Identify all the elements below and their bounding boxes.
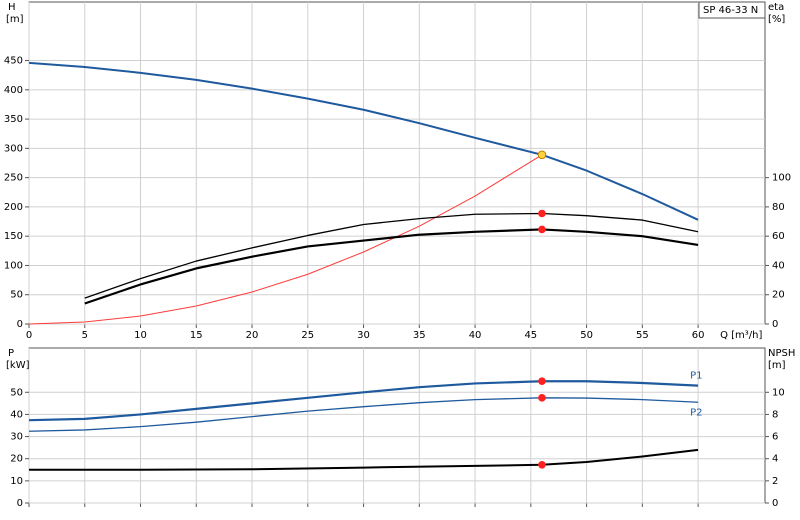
y-tick-label: 50 [10, 290, 23, 301]
curve [84, 212, 699, 299]
y2-tick-label: 0 [772, 498, 778, 509]
y2-tick-label: 6 [772, 432, 778, 443]
x-tick-label: 30 [357, 330, 370, 341]
y-tick-label: 450 [4, 56, 23, 67]
y2-tick-label: 2 [772, 476, 778, 487]
y2-tick-label: 0 [772, 319, 778, 330]
duty-point [538, 461, 546, 469]
y-tick-label: 250 [4, 173, 23, 184]
x-tick-label: 55 [636, 330, 649, 341]
y2-axis-unit: [m] [768, 360, 786, 371]
y-tick-label: 200 [4, 202, 23, 213]
curve [84, 228, 699, 305]
duty-point [537, 150, 547, 160]
plot-frame [28, 347, 766, 504]
duty-point [538, 394, 546, 402]
x-tick-label: 50 [580, 330, 593, 341]
y2-tick-label: 4 [772, 454, 778, 465]
x-tick-label: 0 [26, 330, 32, 341]
x-tick-label: 25 [301, 330, 314, 341]
curve-label: P2 [690, 407, 702, 418]
annotation-box [698, 1, 766, 19]
x-axis-label: Q [m³/h] [720, 330, 762, 341]
curve [28, 397, 699, 432]
y2-tick-label: 8 [772, 409, 778, 420]
y-tick-label: 40 [10, 409, 23, 420]
x-tick-label: 60 [692, 330, 705, 341]
x-tick-label: 10 [134, 330, 147, 341]
y-axis-label: P [8, 348, 14, 359]
y2-tick-label: 80 [772, 202, 785, 213]
y2-axis-label: eta [768, 2, 784, 13]
y-tick-label: 350 [4, 114, 23, 125]
y-tick-label: 150 [4, 231, 23, 242]
y-tick-label: 400 [4, 85, 23, 96]
y-tick-label: 30 [10, 432, 23, 443]
x-tick-label: 35 [413, 330, 426, 341]
curve [29, 448, 699, 471]
y-tick-label: 300 [4, 143, 23, 154]
y-axis-label: H [8, 2, 16, 13]
y-axis-unit: [kW] [6, 360, 30, 371]
y2-axis-unit: [%] [768, 14, 785, 25]
x-tick-label: 5 [82, 330, 88, 341]
x-tick-label: 20 [246, 330, 259, 341]
y-axis-unit: [m] [6, 14, 24, 25]
curve [28, 380, 699, 422]
annotation: SP 46-33 N [703, 5, 758, 16]
y2-tick-label: 40 [772, 260, 785, 271]
y-tick-label: 0 [17, 498, 23, 509]
x-tick-label: 45 [524, 330, 537, 341]
plot-frame [28, 1, 766, 325]
duty-point [538, 377, 546, 386]
y-tick-label: 10 [10, 476, 23, 487]
y2-tick-label: 10 [772, 387, 785, 398]
curve-label: P1 [690, 371, 702, 382]
y2-axis-label: NPSH [768, 348, 795, 359]
y2-tick-label: 100 [772, 173, 791, 184]
y-tick-label: 0 [17, 319, 23, 330]
y2-tick-label: 20 [772, 290, 785, 301]
y-tick-label: 100 [4, 260, 23, 271]
y-tick-label: 20 [10, 454, 23, 465]
y2-tick-label: 60 [772, 231, 785, 242]
curve [28, 61, 699, 221]
x-tick-label: 40 [469, 330, 482, 341]
x-tick-label: 15 [190, 330, 203, 341]
duty-point [538, 209, 546, 218]
y-tick-label: 50 [10, 387, 23, 398]
duty-point [538, 225, 546, 234]
curve [28, 154, 543, 325]
